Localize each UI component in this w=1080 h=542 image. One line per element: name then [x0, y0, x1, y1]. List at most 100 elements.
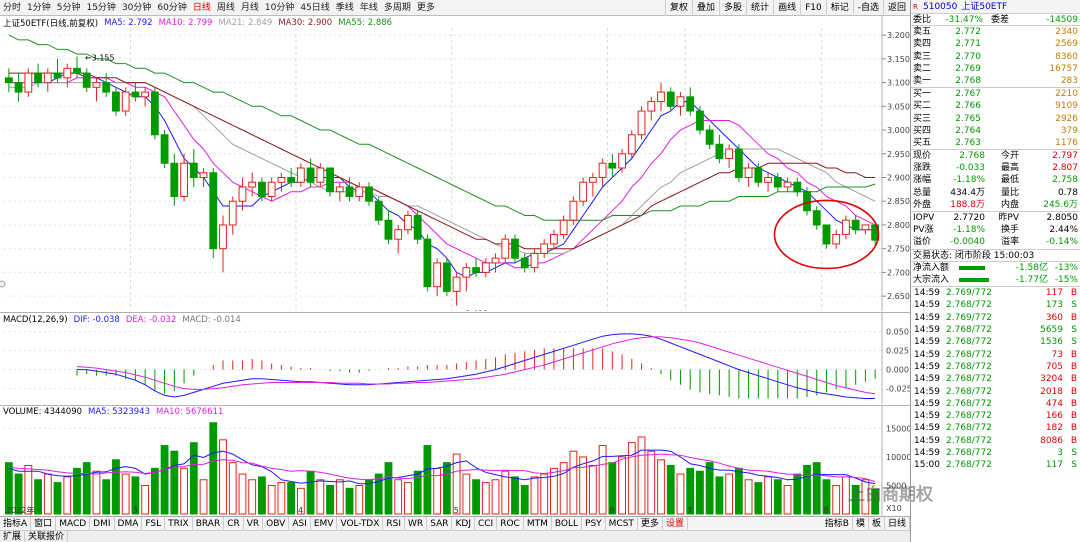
indicator-tab-23[interactable]: MCST: [606, 516, 638, 531]
indicator-tab-18[interactable]: CCI: [475, 516, 498, 531]
ask-label: 卖四: [913, 39, 932, 50]
tool-button-6[interactable]: 标记: [825, 0, 853, 16]
volume-bar: [287, 482, 296, 515]
indicator-tab-24[interactable]: 更多: [638, 516, 663, 531]
volume-title: VOLUME: 4344090: [3, 407, 83, 417]
candle-body: [404, 214, 412, 231]
month-label: 5: [454, 506, 459, 515]
tool-button-7[interactable]: -自选: [852, 0, 883, 16]
volume-bar: [248, 479, 257, 515]
flow-row: 大宗流入 -1.77亿 -15%: [911, 274, 1080, 286]
candle-body: [734, 148, 743, 178]
period-tab-8[interactable]: 月线: [240, 2, 259, 13]
volume-chart[interactable]: 15000 10000 5000 X10 2022年 3 4 5 6 7 8: [0, 405, 910, 516]
period-tab-1[interactable]: 1分钟: [27, 2, 51, 13]
flow-label: 大宗流入: [913, 274, 950, 285]
volume-ma5: MA5: 5323943: [88, 407, 150, 417]
volume-bar: [793, 473, 802, 515]
period-tab-13[interactable]: 多周期: [383, 2, 411, 13]
flow-bar-fill: [959, 277, 989, 282]
indicator-right-1[interactable]: 模: [853, 516, 869, 531]
indicator-tab-0[interactable]: 指标A: [0, 516, 32, 531]
flow-pct: -13%: [1054, 262, 1078, 273]
tick-side: B: [1070, 411, 1077, 422]
tick-row: 14:59 2.769/772 360 B: [911, 312, 1080, 324]
volume-bar: [63, 476, 72, 515]
indicator-tab-25[interactable]: 设置: [663, 516, 688, 531]
volume-bar: [394, 479, 403, 515]
period-tab-3[interactable]: 15分钟: [86, 2, 116, 13]
period-tab-14[interactable]: 更多: [416, 2, 435, 13]
indicator-tab-3[interactable]: DMI: [90, 516, 115, 531]
indicator-tab-13[interactable]: VOL-TDX: [337, 516, 384, 531]
trade-status: 交易状态: 闭市阶段 15:00:03: [911, 250, 1080, 262]
candle-body: [326, 167, 334, 193]
indicator-right-2[interactable]: 板: [869, 516, 885, 531]
indicator-tab-11[interactable]: ASI: [289, 516, 311, 531]
indicator-right-0[interactable]: 指标B: [822, 516, 853, 531]
tool-button-8[interactable]: 返回: [882, 0, 910, 16]
indicator-tab-6[interactable]: TRIX: [165, 516, 193, 531]
ask-volume: 2340: [1055, 27, 1078, 38]
tick-price: 2.768/772: [946, 361, 992, 372]
tool-button-2[interactable]: 多股: [719, 0, 746, 16]
indicator-tab-21[interactable]: BOLL: [552, 516, 583, 531]
tool-button-3[interactable]: 统计: [746, 0, 773, 16]
macd-ytick-label: 0.000: [886, 366, 909, 375]
extension-tab-1[interactable]: 关联报价: [25, 529, 69, 542]
candle-body: [608, 162, 617, 169]
period-tab-4[interactable]: 30分钟: [121, 2, 152, 13]
bid-price: 2.763: [955, 137, 981, 148]
candle-body: [102, 82, 111, 93]
tool-button-0[interactable]: 复权: [665, 0, 692, 16]
indicator-tab-22[interactable]: PSY: [582, 516, 606, 531]
tool-button-5[interactable]: F10: [800, 0, 826, 16]
indicator-tab-8[interactable]: CR: [224, 516, 244, 531]
ask-label: 卖五: [913, 27, 932, 38]
indicator-tab-1[interactable]: 窗口: [31, 516, 57, 531]
candle-body: [579, 181, 588, 202]
indicator-tab-7[interactable]: BRAR: [193, 516, 225, 531]
candlestick-chart[interactable]: 3.200 3.150 3.100 3.050 3.000 2.950 2.900 2.850…: [0, 16, 910, 311]
period-tab-2[interactable]: 5分钟: [56, 2, 81, 13]
tool-button-1[interactable]: 叠加: [692, 0, 719, 16]
macd-chart[interactable]: 0.050 0.025 0.000 -0.025: [0, 312, 910, 404]
stat-label: 内盘: [1000, 199, 1019, 210]
bid-volume: 2210: [1055, 89, 1078, 100]
indicator-tab-17[interactable]: KDJ: [452, 516, 475, 531]
period-tab-7[interactable]: 周线: [216, 2, 235, 13]
indicator-tab-2[interactable]: MACD: [56, 516, 91, 531]
indicator-tab-5[interactable]: FSL: [142, 516, 166, 531]
extension-tab-0[interactable]: 扩展: [0, 529, 26, 542]
candle-body: [491, 257, 500, 264]
volume-bar: [871, 488, 880, 515]
stat-value: -1.18%: [953, 175, 985, 186]
period-tab-11[interactable]: 季线: [335, 2, 354, 13]
indicator-tab-10[interactable]: OBV: [263, 516, 290, 531]
volume-bar: [404, 482, 412, 515]
period-tab-12[interactable]: 年线: [359, 2, 378, 13]
period-tab-9[interactable]: 10分钟: [264, 2, 295, 13]
period-tab-5[interactable]: 60分钟: [157, 2, 187, 13]
candle-body: [53, 72, 62, 79]
indicator-tab-15[interactable]: WR: [405, 516, 428, 531]
period-tab-10[interactable]: 45日线: [300, 2, 330, 13]
indicator-tab-20[interactable]: MTM: [524, 516, 552, 531]
indicator-tab-14[interactable]: RSI: [383, 516, 406, 531]
extension-bar: 扩展 关联报价: [0, 529, 910, 542]
tick-time: 14:59: [914, 423, 940, 434]
tool-button-4[interactable]: 画线: [773, 0, 800, 16]
period-tab-0[interactable]: 分时: [3, 2, 22, 13]
indicator-right-3[interactable]: 日线: [885, 516, 910, 531]
indicator-tab-19[interactable]: ROC: [497, 516, 524, 531]
volume-bar: [112, 459, 120, 515]
indicator-tab-9[interactable]: VR: [244, 516, 264, 531]
volume-bar: [491, 479, 500, 515]
period-tab-6[interactable]: 日线: [192, 2, 211, 13]
indicator-tab-16[interactable]: SAR: [427, 516, 453, 531]
indicator-tab-4[interactable]: DMA: [115, 516, 143, 531]
volume-bar: [773, 479, 782, 515]
tick-list[interactable]: 14:59 2.769/772 117 B 14:59 2.768/772 173 S 14:5…: [911, 287, 1080, 471]
ask-label: 卖二: [913, 63, 932, 74]
indicator-tab-12[interactable]: EMV: [311, 516, 338, 531]
